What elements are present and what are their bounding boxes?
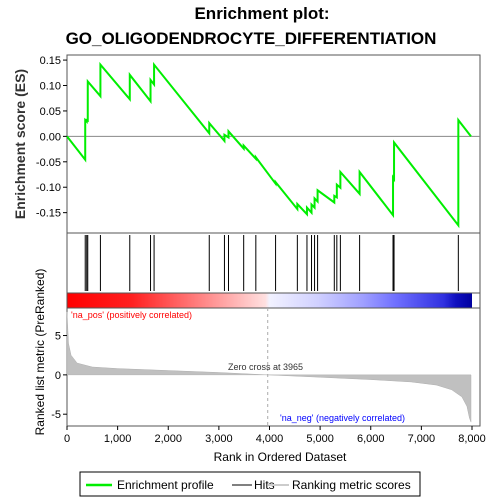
es-y-tick-label: 0.10 [40,81,61,93]
metric-y-axis: 5 0 -5 [51,331,67,421]
x-axis: 0 1,000 2,000 3,000 4,000 5,000 6,000 7,000 8,00… [64,426,486,445]
es-y-tick-label: -0.15 [36,208,61,220]
hits-panel [66,232,481,294]
legend-label-hits: Hits [254,478,275,492]
enrichment-profile-line [66,61,472,229]
metric-y-tick-label: 0 [55,370,61,382]
ranking-color-bar [67,293,472,308]
es-y-tick-label: 0.00 [40,131,61,143]
x-tick-label: 3,000 [205,433,233,445]
x-tick-label: 5,000 [306,433,334,445]
es-y-tick-label: 0.05 [40,106,61,118]
x-tick-label: 8,000 [458,433,486,445]
chart-title-line2: GO_OLIGODENDROCYTE_DIFFERENTIATION [66,29,437,48]
hits-lines [84,235,459,291]
es-y-axis-title: Enrichment score (ES) [12,69,28,219]
ranking-metric-area [66,311,472,423]
es-y-tick-label: 0.15 [40,55,61,67]
x-tick-label: 4,000 [256,433,284,445]
chart-title-line1: Enrichment plot: [194,4,329,23]
metric-y-tick-label: -5 [51,409,61,421]
x-tick-label: 1,000 [104,433,132,445]
x-axis-title: Rank in Ordered Dataset [214,450,347,464]
es-y-tick-label: -0.10 [36,182,61,194]
es-panel [66,54,481,234]
x-tick-label: 7,000 [408,433,436,445]
x-tick-label: 2,000 [154,433,182,445]
metric-panel [66,307,481,427]
es-y-axis: 0.15 0.10 0.05 0.00 -0.05 -0.10 -0.15 [36,55,67,220]
zero-cross-label: Zero cross at 3965 [228,362,303,372]
legend: Enrichment profile Hits Ranking metric s… [79,471,421,497]
legend-label-metric: Ranking metric scores [292,478,411,492]
metric-y-axis-title: Ranked list metric (PreRanked) [33,269,47,436]
metric-y-tick-label: 5 [55,331,61,343]
legend-label-enrichment: Enrichment profile [117,478,214,492]
neg-correlated-label: 'na_neg' (negatively correlated) [280,413,405,423]
x-tick-label: 6,000 [357,433,385,445]
pos-correlated-label: 'na_pos' (positively correlated) [71,310,192,320]
es-y-tick-label: -0.05 [36,157,61,169]
x-tick-label: 0 [64,433,70,445]
